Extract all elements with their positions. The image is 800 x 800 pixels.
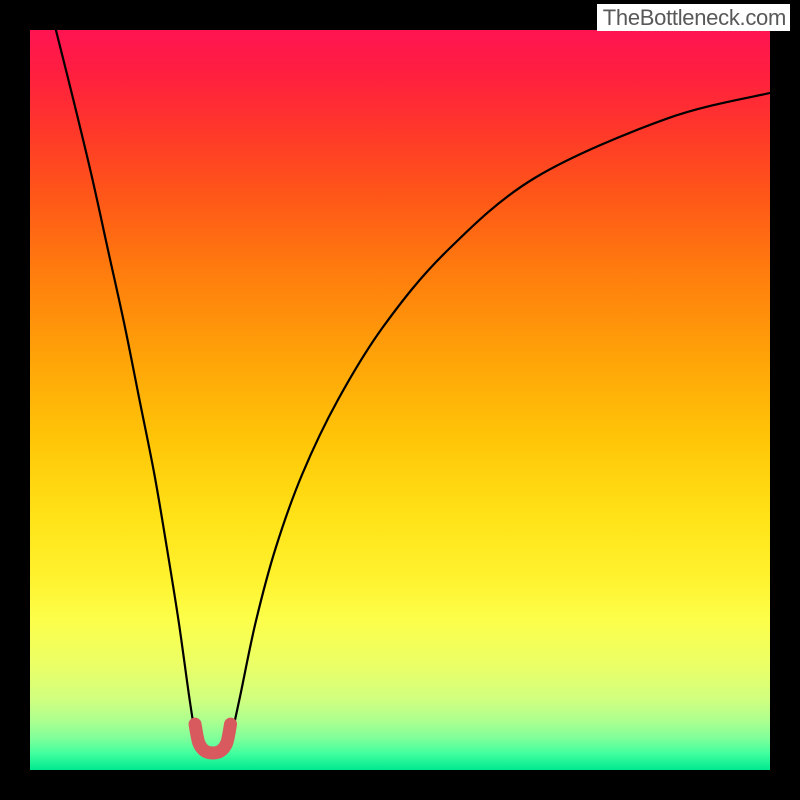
- chart-canvas: TheBottleneck.com: [0, 0, 800, 800]
- attribution-label: TheBottleneck.com: [597, 4, 790, 31]
- gradient-background: [30, 30, 770, 770]
- bottleneck-plot: [30, 30, 770, 770]
